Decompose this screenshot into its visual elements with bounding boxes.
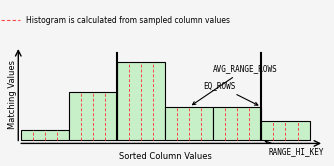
Bar [21, 129, 69, 140]
Bar [165, 107, 213, 140]
Text: Sorted Column Values: Sorted Column Values [119, 152, 211, 161]
Text: EQ_ROWS: EQ_ROWS [204, 82, 258, 105]
Bar [69, 92, 117, 140]
Bar [262, 121, 310, 140]
Text: AVG_RANGE_ROWS: AVG_RANGE_ROWS [192, 64, 278, 105]
Text: Matching Values: Matching Values [8, 60, 16, 129]
Bar [213, 107, 262, 140]
Bar [117, 62, 165, 140]
Legend: Histogram is calculated from sampled column values: Histogram is calculated from sampled col… [0, 13, 233, 28]
Text: RANGE_HI_KEY: RANGE_HI_KEY [265, 141, 324, 156]
